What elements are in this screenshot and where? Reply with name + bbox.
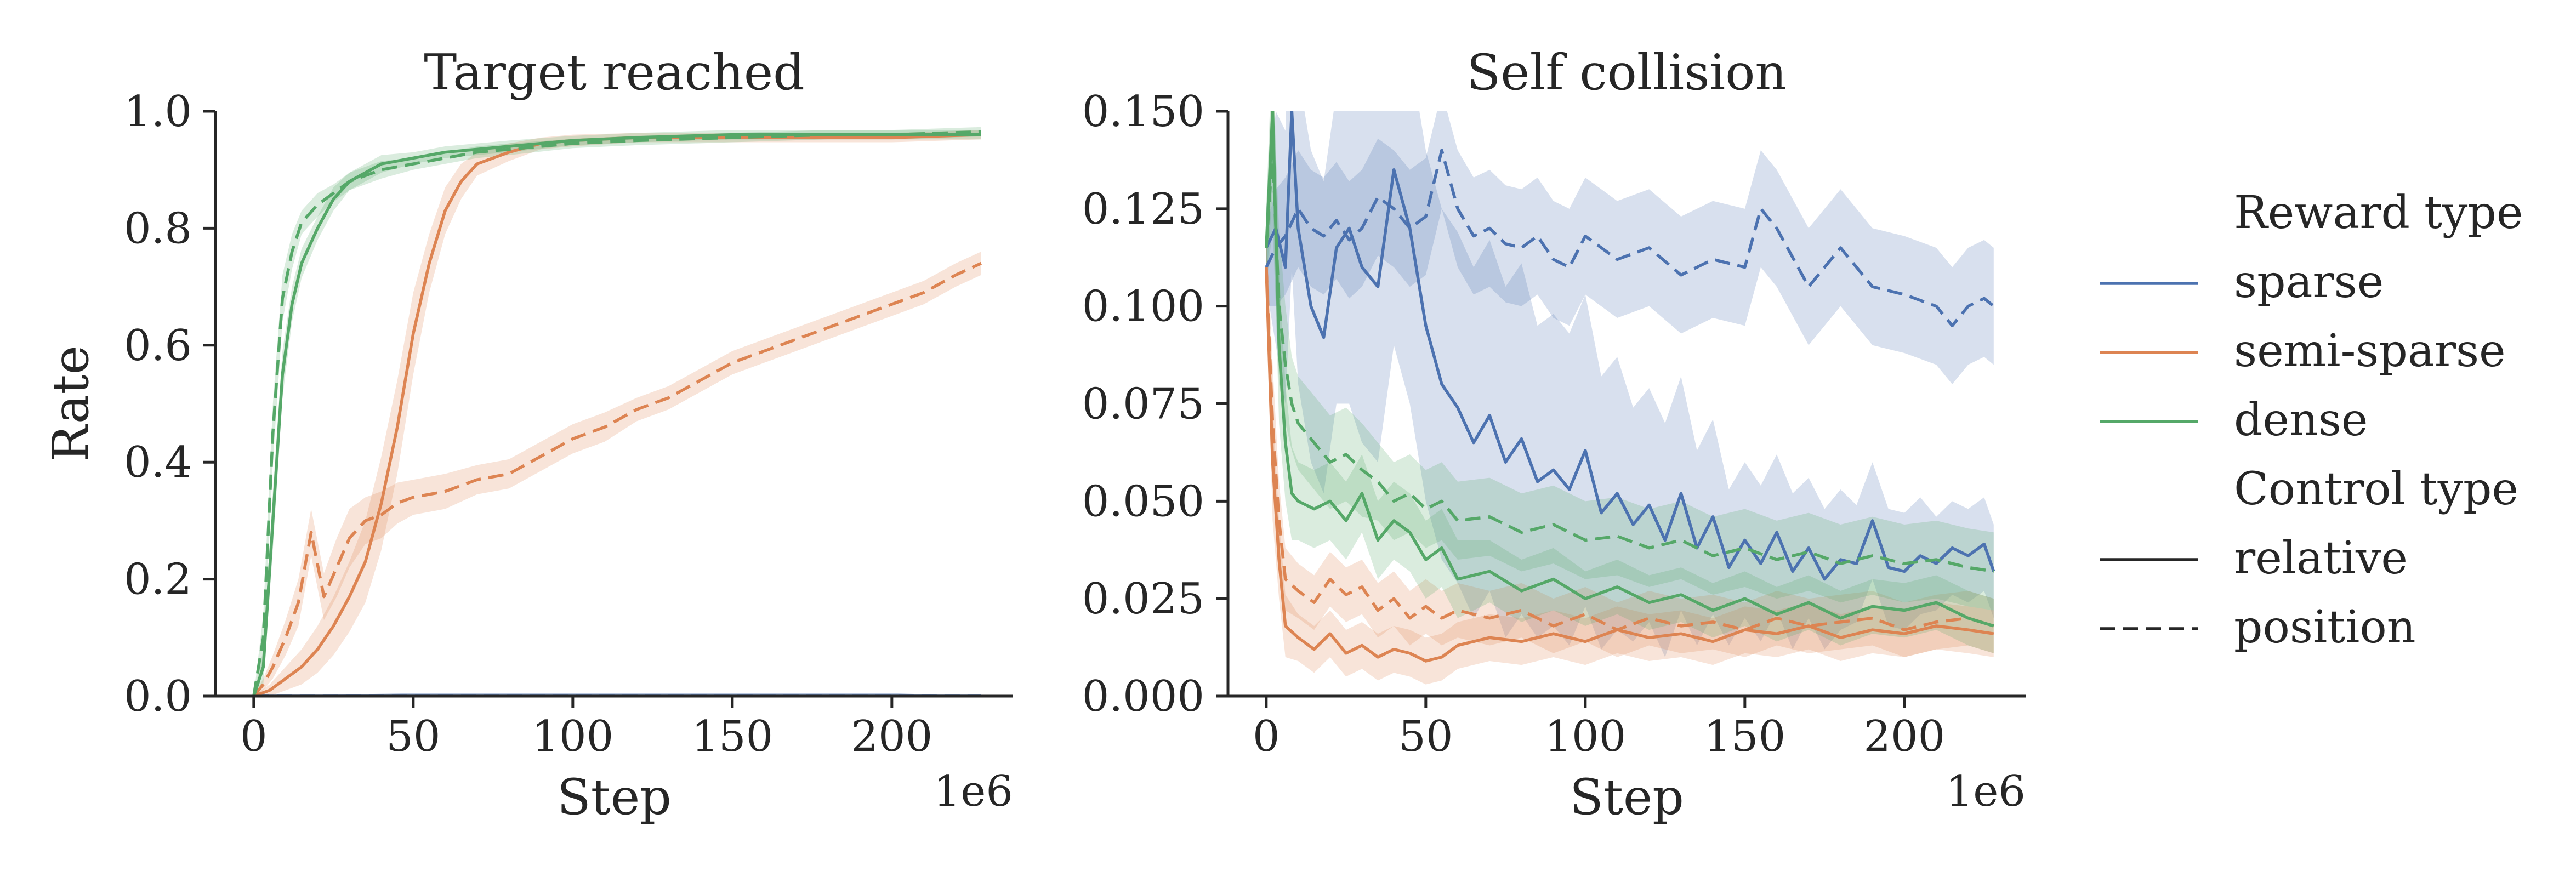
plot-area [252,127,982,696]
band-semi-sparse-relative [1266,228,1994,685]
line-dense-position [1265,149,1994,573]
band-dense-position [1266,111,1994,611]
y-tick-label: 0.050 [1082,477,1204,526]
chart-title: Self collision [1467,44,1787,101]
line-semi-sparse-relative [1265,267,1994,663]
y-tick-label: 0.150 [1082,87,1204,136]
x-tick-label: 50 [386,712,440,761]
legend-label: sparse [2234,256,2384,308]
y-tick-label: 0.125 [1082,185,1204,234]
legend: Reward type sparse semi-sparse dense Control… [2100,187,2523,653]
chart-title: Target reached [424,44,805,101]
x-tick-label: 200 [851,712,932,761]
x-tick-label: 100 [532,712,613,761]
panel-target-reached: 0 50 100 150 200 0.0 0.2 0.4 0.6 0.8 1.0 Target rea… [42,44,1013,826]
y-tick-label: 0.0 [124,672,192,721]
plot-area [1265,111,1995,685]
line-dense-position [252,130,981,696]
y-tick-label: 0.6 [124,321,192,371]
band-dense-relative [1266,111,1994,653]
line-sparse-relative [1265,111,1995,581]
x-tick-label: 150 [691,712,773,761]
band-semi-sparse-position [1266,228,1994,657]
y-tick-label: 0.025 [1082,574,1204,624]
legend-title: Reward type [2234,187,2523,239]
x-offset-label: 1e6 [1946,767,2026,816]
legend-label: semi-sparse [2234,325,2506,377]
y-tick-label: 0.100 [1082,282,1204,332]
x-axis-title: Step [557,768,672,826]
legend-label: position [2234,601,2416,653]
band-semi-sparse-position [253,252,981,696]
panel-self-collision: 0 50 100 150 200 0.000 0.025 0.050 0.075 0.100 0.1… [1082,44,2026,826]
band-sparse-relative [1266,111,1994,657]
y-tick-label: 0.2 [124,555,192,605]
y-tick-label: 0.000 [1082,672,1204,721]
x-tick-label: 100 [1544,712,1626,761]
x-tick-label: 0 [1253,712,1280,761]
legend-title: Control type [2234,463,2518,515]
legend-label: relative [2234,532,2408,584]
y-tick-label: 0.075 [1082,380,1204,429]
band-sparse-position [1266,111,1994,384]
line-semi-sparse-position [252,261,982,696]
x-tick-label: 200 [1863,712,1945,761]
x-tick-label: 150 [1704,712,1785,761]
y-axis-title: Rate [42,345,100,462]
line-dense-relative [252,133,981,696]
line-sparse-position [1265,149,1995,327]
line-dense-relative [1265,111,1994,628]
x-axis-title: Step [1570,768,1684,826]
y-tick-label: 0.8 [124,204,192,253]
x-tick-label: 0 [240,712,268,761]
x-tick-label: 50 [1398,712,1453,761]
y-tick-label: 1.0 [124,87,192,136]
x-offset-label: 1e6 [934,767,1013,816]
legend-label: dense [2234,394,2368,446]
y-tick-label: 0.4 [124,438,192,487]
line-semi-sparse-position [1265,267,1994,631]
